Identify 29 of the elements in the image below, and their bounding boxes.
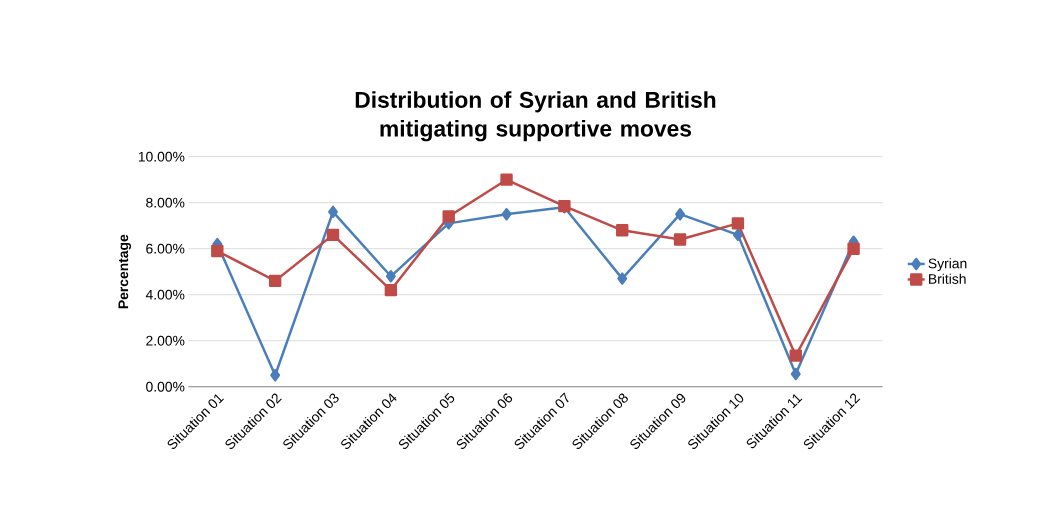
- point: [732, 228, 743, 241]
- point: [268, 274, 282, 287]
- point: [328, 205, 338, 218]
- y-tick-label: 6.00%: [146, 243, 185, 254]
- point: [384, 283, 398, 297]
- chart-title: Distribution of Syrian and British mitigating supportive moves: [355, 90, 716, 142]
- y-tick-label: 8.00%: [146, 197, 185, 208]
- point: [847, 242, 860, 255]
- legend-label: Syrian: [928, 257, 967, 271]
- point: [675, 207, 686, 221]
- point: [790, 367, 801, 381]
- point: [616, 223, 629, 237]
- point: [617, 272, 628, 285]
- y-axis-title: Percentage: [118, 234, 131, 308]
- legend-label: British: [929, 273, 966, 284]
- point: [673, 233, 687, 246]
- y-tick-label: 2.00%: [146, 335, 185, 346]
- point: [326, 228, 340, 241]
- y-tick-label: 4.00%: [145, 289, 185, 300]
- point: [385, 269, 396, 283]
- point: [500, 173, 513, 186]
- point: [789, 349, 802, 362]
- y-tick-label: 0.00%: [146, 381, 185, 392]
- point: [501, 207, 512, 221]
- point: [211, 244, 224, 257]
- point: [731, 216, 745, 230]
- point: [270, 368, 281, 382]
- y-tick-label: 10.00%: [138, 151, 185, 162]
- point: [442, 210, 455, 223]
